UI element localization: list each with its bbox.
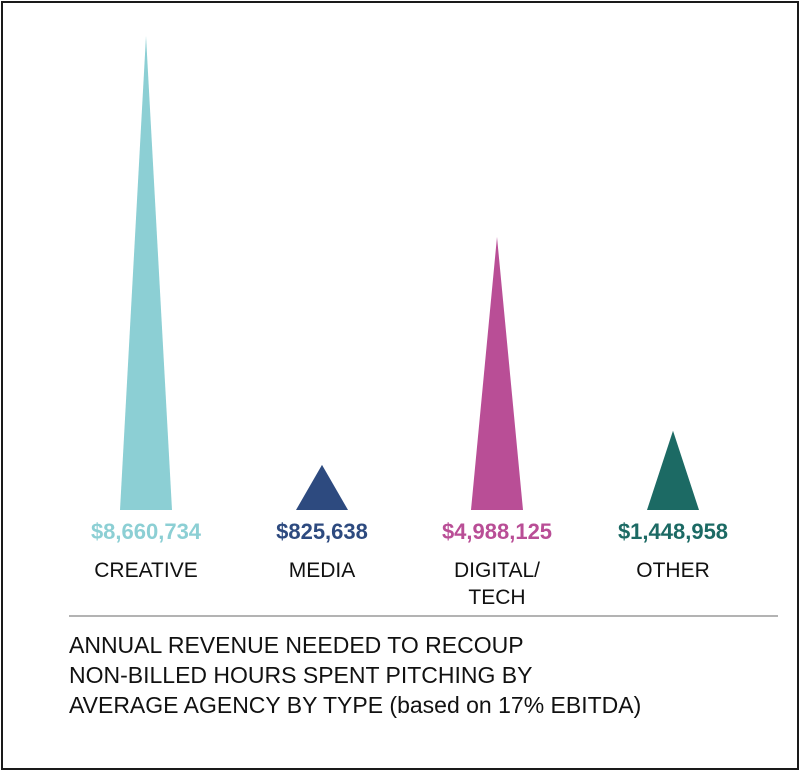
value-label: $825,638: [276, 519, 368, 544]
spike-other: [647, 430, 699, 510]
caption-line-1: ANNUAL REVENUE NEEDED TO RECOUP: [69, 632, 524, 658]
value-label: $1,448,958: [618, 519, 728, 544]
category-label: OTHER: [636, 559, 710, 582]
category-label: CREATIVE: [94, 559, 197, 582]
value-labels: $8,660,734 $825,638 $4,988,125 $1,448,958: [91, 519, 728, 544]
caption-line-3: AVERAGE AGENCY BY TYPE (based on 17% EBI…: [69, 692, 642, 718]
category-label: TECH: [468, 586, 525, 609]
value-label: $8,660,734: [91, 519, 202, 544]
category-labels: CREATIVE MEDIA DIGITAL/TECH OTHER: [94, 559, 709, 609]
value-label: $4,988,125: [442, 519, 552, 544]
category-label: DIGITAL/: [454, 559, 540, 582]
caption-line-2: NON-BILLED HOURS SPENT PITCHING BY: [69, 662, 533, 688]
spike-digital: [471, 237, 523, 511]
chart-caption: ANNUAL REVENUE NEEDED TO RECOUP NON-BILL…: [69, 630, 769, 720]
chart-marks: [120, 36, 699, 511]
spike-media: [296, 464, 348, 510]
category-label: MEDIA: [289, 559, 356, 582]
spike-creative: [120, 36, 172, 510]
